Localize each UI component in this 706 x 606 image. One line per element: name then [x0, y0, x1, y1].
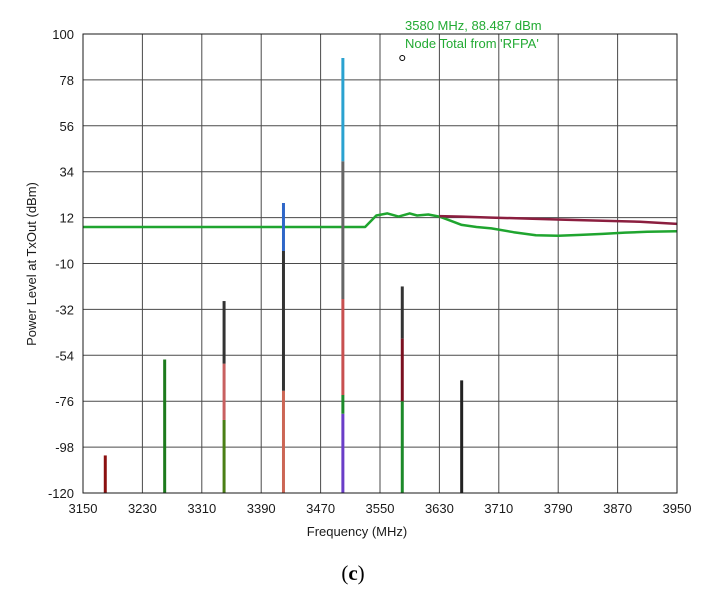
y-tick-label: 78: [60, 73, 74, 88]
label-layer: 3150 3230 3310 3390 3470 3550 3630 3710 3790 3870…: [48, 27, 691, 516]
x-tick-label: 3470: [306, 501, 335, 516]
x-tick-label: 3550: [366, 501, 395, 516]
x-tick-label: 3150: [69, 501, 98, 516]
y-tick-label: -76: [55, 394, 74, 409]
curve-layer: [83, 212, 678, 238]
y-tick-label: 56: [60, 119, 74, 134]
y-tick-label: 12: [60, 211, 74, 226]
grid-layer: [82, 33, 678, 494]
y-tick-label: -120: [48, 486, 74, 501]
annotation-line-2: Node Total from 'RFPA': [405, 36, 539, 51]
spur-layer: [103, 55, 464, 493]
panel-label-close: ): [358, 561, 365, 585]
x-axis-title: Frequency (MHz): [307, 524, 407, 539]
x-tick-label: 3630: [425, 501, 454, 516]
x-tick-label: 3710: [484, 501, 513, 516]
y-tick-label: -32: [55, 302, 74, 317]
x-tick-label: 3790: [544, 501, 573, 516]
axis-layer: [82, 33, 678, 494]
series-line-1: [83, 212, 678, 238]
y-tick-label: -54: [55, 348, 74, 363]
y-tick-label: 34: [60, 165, 74, 180]
y-axis-title: Power Level at TxOut (dBm): [24, 182, 39, 346]
x-tick-label: 3310: [187, 501, 216, 516]
annotation-line-1: 3580 MHz, 88.487 dBm: [405, 18, 542, 33]
panel-label-open: (: [341, 561, 348, 585]
y-tick-label: 100: [52, 27, 74, 42]
x-tick-label: 3870: [603, 501, 632, 516]
x-tick-label: 3950: [663, 501, 692, 516]
y-tick-label: -10: [55, 257, 74, 272]
panel-label-letter: c: [348, 561, 357, 585]
x-tick-label: 3390: [247, 501, 276, 516]
marker-point: [399, 55, 406, 62]
x-tick-label: 3230: [128, 501, 157, 516]
y-tick-label: -98: [55, 440, 74, 455]
panel-label: (c): [341, 561, 364, 585]
series-line-2: [439, 214, 678, 226]
plot-frame: [82, 33, 678, 494]
